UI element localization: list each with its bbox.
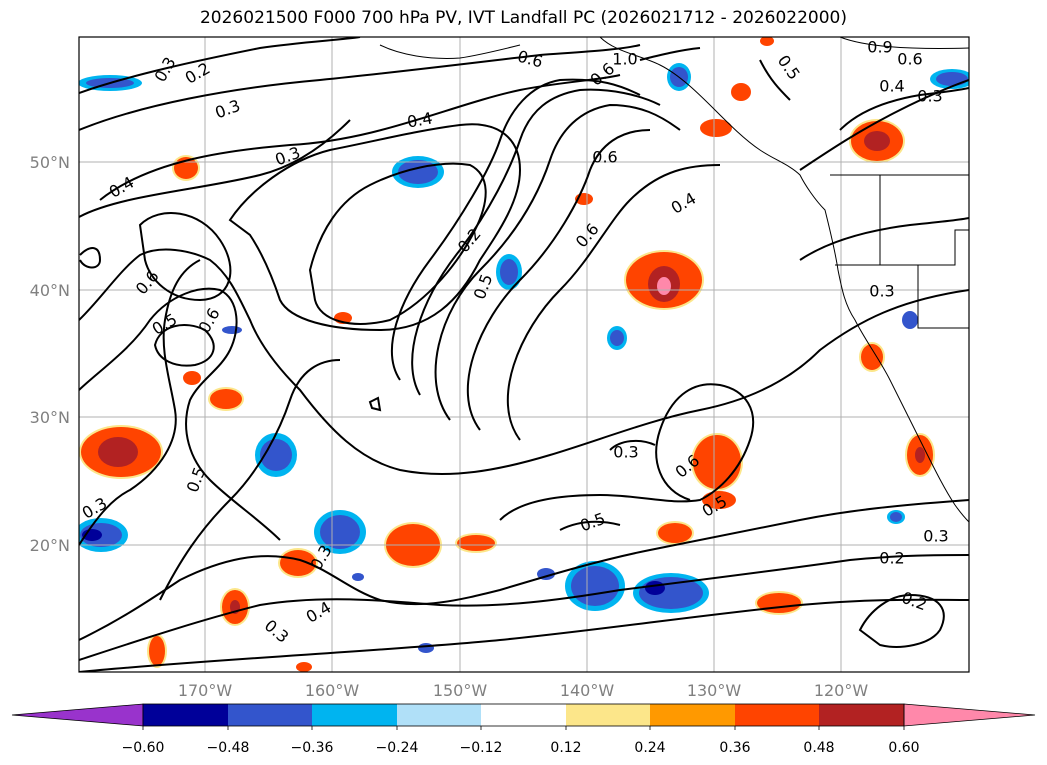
- longitude-label: 170°W: [178, 681, 233, 700]
- positive-anomaly-patch: [79, 425, 163, 479]
- colorbar-segment: [397, 704, 481, 726]
- longitude-label: 120°W: [814, 681, 869, 700]
- negative-anomaly-patch: [496, 254, 522, 290]
- negative-anomaly-patch: [887, 510, 905, 524]
- colorbar-tick-label: 0.60: [888, 740, 919, 756]
- colorbar-tick-label: 0.12: [550, 740, 581, 756]
- contour-label: 0.3: [917, 87, 942, 106]
- latitude-label: 50°N: [30, 153, 70, 172]
- longitude-label: 130°W: [687, 681, 742, 700]
- negative-anomaly-patch: [314, 510, 366, 554]
- positive-anomaly-patch: [624, 250, 704, 310]
- contour-label: 0.2: [879, 549, 904, 568]
- contour-label: 0.3: [923, 527, 948, 546]
- colorbar-segment: [228, 704, 312, 726]
- latitude-label: 40°N: [30, 281, 70, 300]
- negative-anomaly-patch: [607, 326, 627, 350]
- colorbar-tick-label: 0.36: [719, 740, 750, 756]
- positive-anomaly-patch: [183, 371, 201, 385]
- colorbar-extend-max: [903, 703, 1036, 727]
- map-frame: [78, 36, 970, 673]
- positive-anomaly-patch: [278, 548, 318, 578]
- negative-anomaly-patch: [255, 433, 297, 477]
- colorbar-tick-label: −0.12: [460, 740, 503, 756]
- colorbar-segment: [566, 704, 650, 726]
- coastline: [379, 37, 969, 523]
- contour-label: 0.4: [879, 77, 904, 96]
- longitude-label: 160°W: [305, 681, 360, 700]
- colorbar-tick-label: 0.24: [634, 740, 665, 756]
- negative-anomaly-patch: [902, 311, 918, 329]
- axis-labels: 170°W 160°W 150°W 140°W 130°W 120°W 50°N 40°N 30…: [30, 153, 869, 700]
- colorbar-segment: [650, 704, 735, 726]
- positive-anomaly-patch: [702, 491, 736, 509]
- pv-contours: [79, 37, 969, 672]
- colorbar-segment: [312, 704, 397, 726]
- positive-anomaly-patch: [905, 433, 935, 477]
- contour-label: 0.6: [592, 148, 617, 167]
- latitude-label: 20°N: [30, 536, 70, 555]
- positive-anomaly-patch: [700, 119, 732, 137]
- positive-anomaly-patch: [147, 634, 167, 668]
- contour-label: 1.0: [612, 50, 637, 69]
- contour-label: 0.6: [897, 50, 922, 69]
- map-title: 2026021500 F000 700 hPa PV, IVT Landfall…: [199, 8, 847, 28]
- colorbar-segment: [143, 704, 228, 726]
- positive-anomaly-patch: [208, 387, 244, 411]
- colorbar-tick-label: −0.48: [207, 740, 250, 756]
- positive-anomaly-patch: [760, 37, 774, 46]
- positive-anomaly-patch: [455, 533, 497, 553]
- positive-anomaly-patch: [296, 662, 312, 672]
- positive-anomaly-patch: [859, 342, 885, 372]
- graticule: [79, 37, 969, 672]
- colorbar-tick-label: −0.24: [376, 740, 419, 756]
- contour-label: 0.3: [869, 282, 894, 301]
- contour-label: 0.9: [867, 38, 892, 57]
- positive-anomaly-patch: [731, 83, 751, 101]
- positive-anomaly-patch: [849, 119, 905, 163]
- colorbar-tick-label: −0.36: [291, 740, 334, 756]
- colorbar-segment: [735, 704, 819, 726]
- colorbar-tick-label: −0.60: [122, 740, 165, 756]
- pv-anomaly-patches: [79, 37, 969, 672]
- map-content: [79, 37, 969, 672]
- positive-anomaly-patch: [656, 521, 694, 545]
- colorbar-segment: [481, 704, 566, 726]
- colorbar-frame: [142, 703, 905, 727]
- latitude-label: 30°N: [30, 408, 70, 427]
- longitude-label: 140°W: [560, 681, 615, 700]
- negative-anomaly-patch: [352, 573, 364, 581]
- colorbar-segment: [819, 704, 904, 726]
- contour-label: 0.4: [406, 108, 434, 131]
- colorbar-extend-min: [11, 703, 144, 727]
- colorbar-tick-label: 0.48: [803, 740, 834, 756]
- longitude-label: 150°W: [433, 681, 488, 700]
- positive-anomaly-patch: [220, 588, 250, 626]
- contour-label: 0.3: [613, 443, 638, 462]
